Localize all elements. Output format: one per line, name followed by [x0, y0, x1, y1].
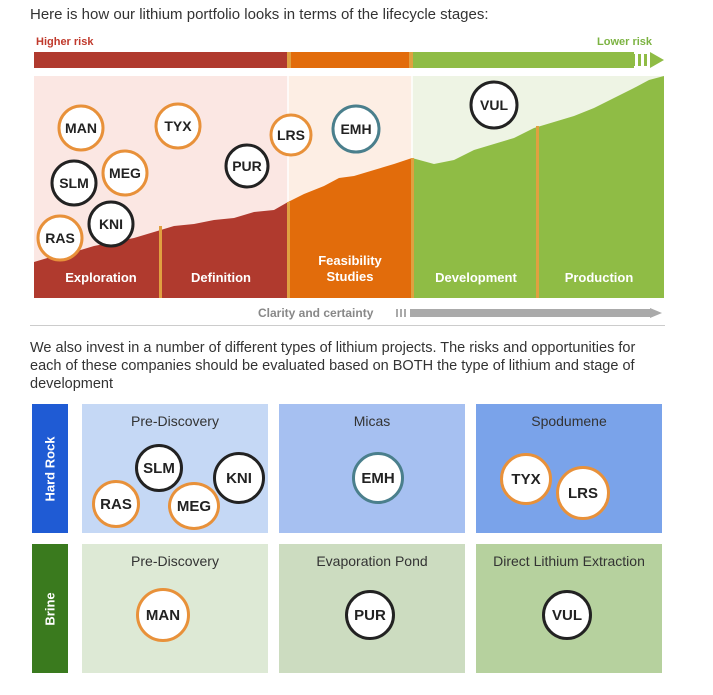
company-bubble-vul: VUL	[542, 590, 592, 640]
cell-brine-direct-lithium-extraction: Direct Lithium Extraction VUL	[476, 544, 662, 673]
cell-brine-evaporation-pond: Evaporation Pond PUR	[279, 544, 465, 673]
stage-label-development: Development	[435, 270, 517, 285]
cell-brine-pre-discovery: Pre-Discovery MAN	[82, 544, 268, 673]
clarity-label: Clarity and certainty	[258, 306, 374, 320]
stage-divider	[287, 202, 290, 298]
stage-divider	[536, 126, 539, 298]
company-bubble-emh: EMH	[352, 452, 404, 504]
lifecycle-chart: Exploration Definition Feasibility Studie…	[34, 76, 664, 298]
company-bubble-lrs: LRS	[556, 466, 610, 520]
company-ticker: VUL	[480, 97, 508, 113]
cell-title: Micas	[353, 413, 391, 429]
clarity-bar	[396, 308, 662, 318]
risk-bar-green-segment	[413, 52, 634, 68]
cell-hard-rock-micas: Micas EMH	[279, 404, 465, 533]
company-ticker: MEG	[109, 165, 141, 181]
intro-text: Here is how our lithium portfolio looks …	[30, 6, 489, 23]
company-bubble-ras: RAS	[92, 480, 140, 528]
stage-label-feasibility: Feasibility Studies	[318, 253, 382, 284]
stage-label-production: Production	[565, 270, 634, 285]
company-bubble-slm: SLM	[50, 159, 98, 207]
company-ticker: SLM	[59, 175, 89, 191]
cell-title: Spodumene	[531, 413, 607, 429]
risk-bar-divider	[287, 52, 291, 68]
company-bubble-tyx: TYX	[154, 102, 202, 150]
company-ticker: PUR	[232, 158, 262, 174]
cell-title: Pre-Discovery	[131, 413, 219, 429]
lifecycle-company-bubbles: MAN TYX SLM MEG PUR LRS EMH VUL KNI RAS	[36, 80, 519, 262]
company-bubble-slm: SLM	[135, 444, 183, 492]
cell-hard-rock-pre-discovery: Pre-Discovery SLM KNI RAS MEG	[82, 404, 268, 533]
lower-risk-label: Lower risk	[597, 36, 653, 48]
company-bubble-tyx: TYX	[500, 453, 552, 505]
stage-divider	[159, 226, 162, 298]
risk-bar-divider	[409, 52, 413, 68]
risk-gradient-bar	[34, 52, 664, 68]
company-bubble-pur: PUR	[345, 590, 395, 640]
matrix-intro-paragraph: We also invest in a number of different …	[30, 340, 636, 392]
lifecycle-area-orange	[288, 158, 412, 298]
company-bubble-vul: VUL	[469, 80, 519, 130]
company-bubble-man: MAN	[57, 104, 105, 152]
row-label-hard-rock: Hard Rock	[32, 404, 68, 533]
row-label-hard-rock-text: Hard Rock	[42, 435, 58, 502]
company-ticker: RAS	[45, 230, 75, 246]
cell-title: Pre-Discovery	[131, 553, 219, 569]
company-ticker: MAN	[65, 120, 97, 136]
cell-title: Evaporation Pond	[316, 553, 428, 569]
company-bubble-pur: PUR	[224, 143, 270, 189]
risk-bar-arrow	[632, 52, 664, 68]
company-bubble-man: MAN	[136, 588, 190, 642]
company-bubble-lrs: LRS	[269, 113, 313, 157]
risk-bar-red-segment	[34, 52, 289, 68]
company-ticker: EMH	[340, 121, 371, 137]
company-bubble-ras: RAS	[36, 214, 84, 262]
company-ticker: KNI	[99, 216, 123, 232]
company-bubble-kni: KNI	[213, 452, 265, 504]
risk-bar-orange-segment	[291, 52, 409, 68]
company-ticker: TYX	[164, 118, 192, 134]
company-bubble-meg: MEG	[168, 482, 220, 530]
company-bubble-emh: EMH	[331, 104, 381, 154]
stage-label-definition: Definition	[191, 270, 251, 285]
higher-risk-label: Higher risk	[36, 36, 94, 48]
cell-title: Direct Lithium Extraction	[493, 553, 645, 569]
company-bubble-kni: KNI	[87, 200, 135, 248]
row-label-brine: Brine	[32, 544, 68, 673]
cell-hard-rock-spodumene: Spodumene TYX LRS	[476, 404, 662, 533]
stage-label-exploration: Exploration	[65, 270, 137, 285]
company-ticker: LRS	[277, 127, 305, 143]
row-label-brine-text: Brine	[42, 591, 58, 626]
company-bubble-meg: MEG	[101, 149, 149, 197]
section-divider	[30, 325, 665, 326]
stage-divider	[411, 158, 414, 298]
